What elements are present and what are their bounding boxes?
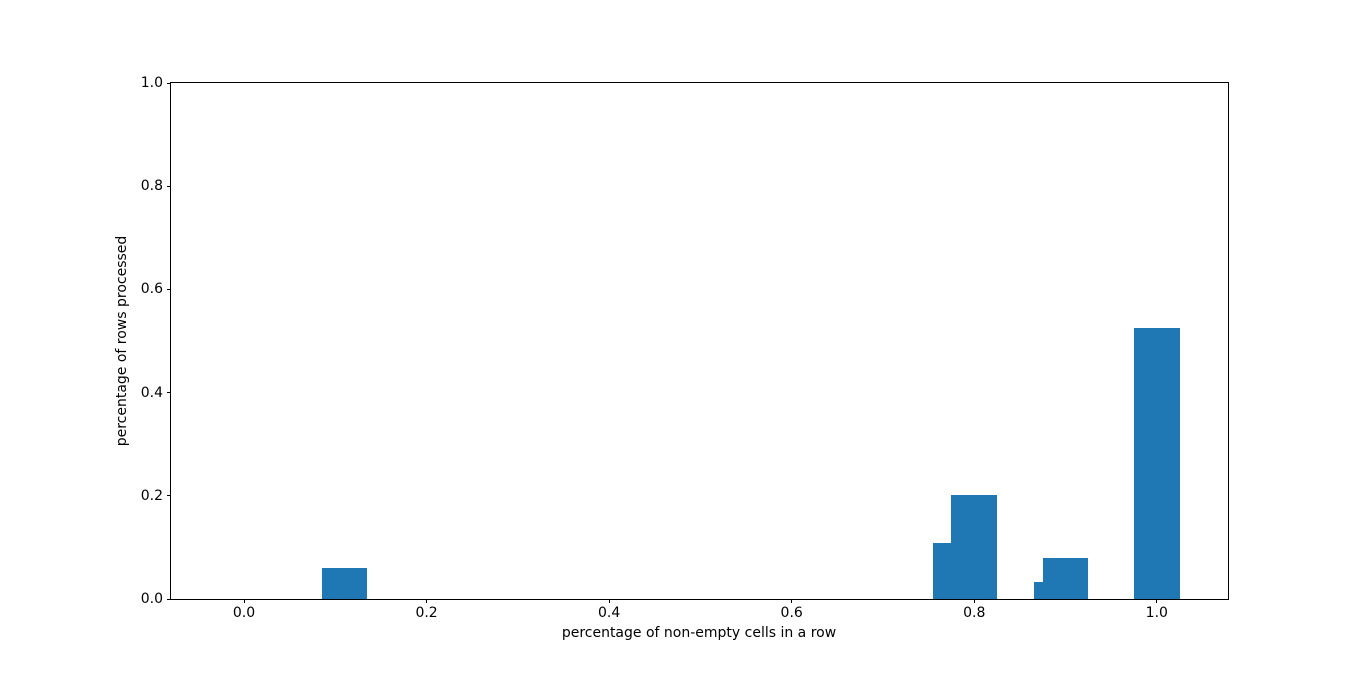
bar — [321, 567, 368, 599]
bar — [951, 495, 998, 599]
y-tick-mark — [167, 288, 171, 290]
x-tick-mark — [1156, 599, 1158, 603]
y-tick-label: 0.6 — [140, 281, 163, 298]
bar — [1042, 558, 1089, 599]
y-tick-mark — [167, 495, 171, 497]
x-tick-label: 0.8 — [963, 605, 986, 621]
y-tick-label: 0.8 — [140, 178, 163, 195]
x-tick-mark — [608, 599, 610, 603]
y-axis-label: percentage of rows processed — [114, 235, 130, 447]
x-tick-label: 0.6 — [780, 605, 803, 621]
x-tick-mark — [243, 599, 245, 603]
bar — [1133, 328, 1180, 599]
y-tick-mark — [167, 392, 171, 394]
x-tick-label: 0.4 — [597, 605, 621, 621]
y-tick-label: 0.0 — [140, 591, 163, 607]
y-tick-label: 0.4 — [140, 384, 163, 401]
y-tick-mark — [167, 185, 171, 187]
y-tick-label: 0.2 — [140, 487, 163, 504]
x-tick-label: 1.0 — [1145, 605, 1168, 621]
x-tick-mark — [791, 599, 793, 603]
bars-layer — [171, 83, 1228, 599]
y-tick-mark — [167, 598, 171, 600]
x-axis-label: percentage of non-empty cells in a row — [561, 625, 837, 641]
plot-area: 0.0 0.2 0.4 0.6 0.8 1.0 0.0 0.2 0.4 0.6 0.8 1.0 — [141, 76, 1229, 620]
x-tick-mark — [426, 599, 428, 603]
x-tick-label: 0.2 — [415, 605, 438, 621]
y-tick-mark — [167, 82, 171, 84]
x-tick-mark — [973, 599, 975, 603]
y-tick-label: 1.0 — [140, 75, 163, 91]
x-tick-label: 0.0 — [232, 605, 256, 621]
